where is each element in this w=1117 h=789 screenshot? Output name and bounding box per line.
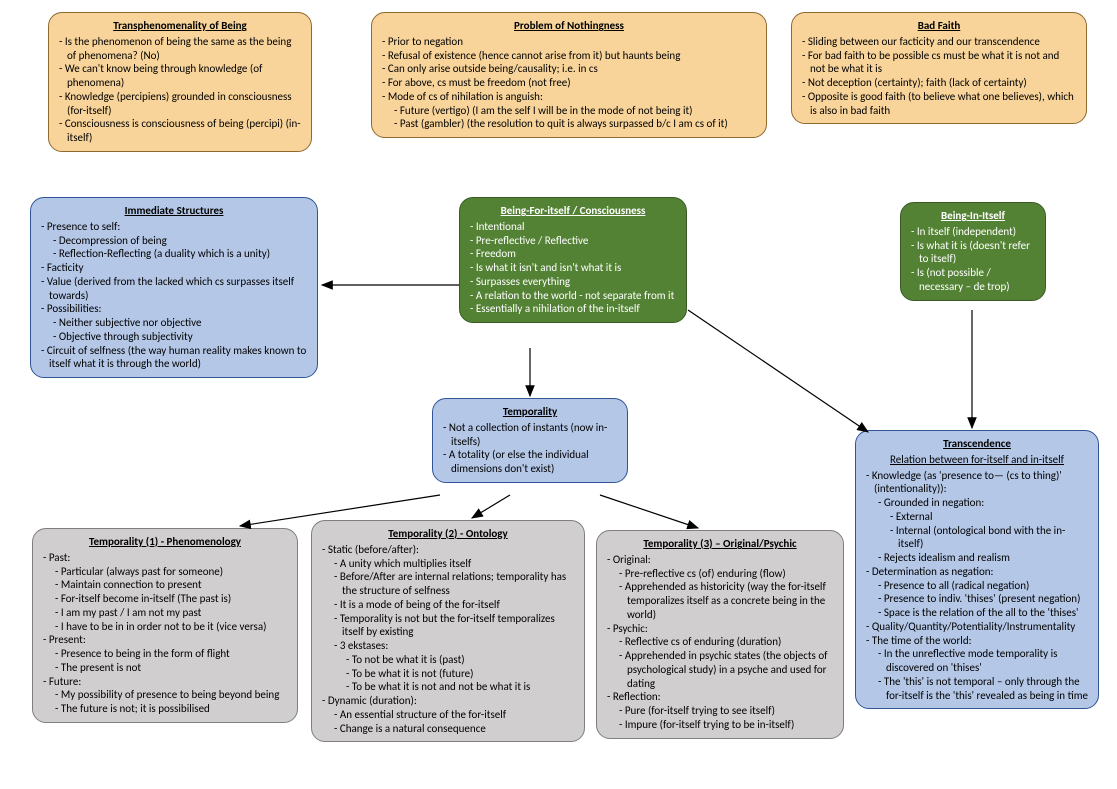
box-being-for-itself: Being-For-itself / Consciousness - Inten… [459,197,687,323]
list-initself: - In itself (independent) - Is what it i… [911,225,1035,294]
title: Temporality (2) - Ontology [322,527,574,541]
list-nothingness: - Prior to negation - Refusal of existen… [382,35,756,131]
title: Transcendence [866,437,1088,451]
title: Immediate Structures [41,204,307,218]
title: Temporality (3) – Original/Psychic [607,537,833,551]
box-temporality-3: Temporality (3) – Original/Psychic - Ori… [596,530,844,739]
box-temporality: Temporality - Not a collection of instan… [432,398,628,483]
list-immediate: - Presence to self: - Decompression of b… [41,220,307,371]
title: Temporality (1) - Phenomenology [43,535,287,549]
title: Transphenomenality of Being [59,19,301,33]
title: Being-In-Itself [911,209,1035,223]
title: Problem of Nothingness [382,19,756,33]
title: Being-For-itself / Consciousness [470,204,676,218]
list-temporality: - Not a collection of instants (now in-i… [443,421,617,476]
box-badfaith: Bad Faith - Sliding between our facticit… [791,12,1087,124]
list-transphenom: - Is the phenomenon of being the same as… [59,35,301,145]
list-transcendence: - Knowledge (as 'presence to— (cs to thi… [866,469,1088,703]
list-temp2: - Static (before/after): - A unity which… [322,543,574,736]
arrow-temporality-to-temp2 [472,495,510,518]
box-nothingness: Problem of Nothingness - Prior to negati… [371,12,767,138]
arrow-foritself-to-transcendence [688,310,868,432]
box-transcendence: Transcendence Relation between for-itsel… [855,430,1099,709]
arrow-temporality-to-temp3 [600,495,698,528]
list-badfaith: - Sliding between our facticity and our … [802,35,1076,118]
box-temporality-1: Temporality (1) - Phenomenology - Past: … [32,528,298,723]
list-temp1: - Past: - Particular (always past for so… [43,551,287,716]
box-transphenomenality: Transphenomenality of Being - Is the phe… [48,12,312,152]
title: Bad Faith [802,19,1076,33]
list-foritself: - Intentional - Pre-reflective / Reflect… [470,220,676,316]
box-immediate-structures: Immediate Structures - Presence to self:… [30,197,318,378]
subtitle: Relation between for-itself and in-itsel… [866,453,1088,467]
title: Temporality [443,405,617,419]
list-temp3: - Original: - Pre-reflective cs (of) end… [607,553,833,732]
box-being-in-itself: Being-In-Itself - In itself (independent… [900,202,1046,301]
box-temporality-2: Temporality (2) - Ontology - Static (bef… [311,520,585,742]
